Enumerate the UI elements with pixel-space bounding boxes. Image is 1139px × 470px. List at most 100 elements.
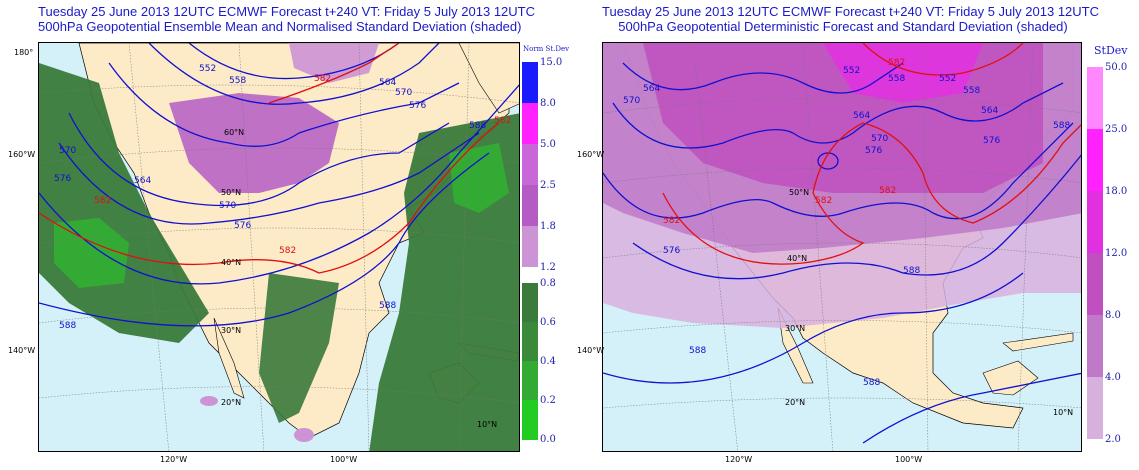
- left-lon-100w: 100°W: [330, 455, 358, 464]
- right-cb-swatch-4: [1087, 377, 1103, 439]
- left-shade-purple: [169, 93, 339, 193]
- left-shade-pacific-bright: [54, 218, 129, 288]
- left-lon-140w: 140°W: [8, 346, 36, 355]
- right-cb-label-18: 18.0: [1105, 186, 1128, 197]
- right-label-576: 576: [865, 146, 882, 156]
- left-shade-purple-north: [289, 43, 379, 83]
- left-label-582c: 582: [279, 246, 296, 256]
- right-lat-20: 20°N: [785, 398, 805, 407]
- right-contours-red: [662, 43, 1081, 265]
- right-label-576c: 576: [983, 136, 1000, 146]
- left-cb-swatch-8: [522, 103, 538, 144]
- right-cb-label-2: 2.0: [1105, 434, 1121, 445]
- left-title-line1: Tuesday 25 June 2013 12UTC ECMWF Forecas…: [38, 4, 535, 19]
- right-label-582d: 582: [879, 186, 896, 196]
- right-title-line1: Tuesday 25 June 2013 12UTC ECMWF Forecas…: [602, 4, 1099, 19]
- left-label-570: 570: [395, 88, 412, 98]
- right-cb-label-12: 12.0: [1105, 248, 1128, 259]
- right-land-yucatan: [982, 360, 1039, 396]
- left-label-552: 552: [199, 64, 216, 74]
- left-label-570b: 570: [59, 146, 76, 156]
- right-label-570b: 570: [623, 96, 640, 106]
- left-contours-blue: [39, 43, 519, 327]
- right-land-cuba: [1002, 332, 1074, 352]
- left-cb-label-15: 15.0: [540, 57, 563, 68]
- left-lat-30: 30°N: [221, 326, 241, 335]
- left-map: 552 558 564 570 576 588 570 564 570 576 …: [38, 42, 520, 452]
- left-contour-labels-blue: 552 558 564 570 576 588 570 564 570 576 …: [54, 64, 486, 331]
- right-panel-title: Tuesday 25 June 2013 12UTC ECMWF Forecas…: [602, 4, 1099, 34]
- left-lat-40: 40°N: [221, 258, 241, 267]
- right-cb-swatch-50: [1087, 67, 1103, 129]
- left-lat-60: 60°N: [224, 128, 244, 137]
- right-map-canvas: 552 558 564 570 576 588 570 564 552 558 …: [603, 43, 1081, 451]
- right-label-570: 570: [871, 134, 888, 144]
- left-label-558: 558: [229, 76, 246, 86]
- right-cb-label-8: 8.0: [1105, 310, 1121, 321]
- right-label-588b: 588: [903, 266, 920, 276]
- left-cb-label-0-0: 0.0: [540, 434, 556, 445]
- left-shade-purple-blob1: [200, 396, 218, 406]
- left-cb-label-2-5: 2.5: [540, 180, 556, 191]
- left-label-582b: 582: [94, 196, 111, 206]
- left-cb-label-5: 5.0: [540, 139, 556, 150]
- left-contours-red: [39, 43, 500, 274]
- left-cb-swatch-15: [522, 62, 538, 103]
- right-colorbar-title: StDev: [1094, 44, 1128, 57]
- left-lat-labels: 60°N 50°N 40°N 30°N 20°N 10°N: [221, 128, 497, 429]
- left-label-564: 564: [379, 78, 396, 88]
- left-label-588b: 588: [379, 301, 396, 311]
- right-lat-40: 40°N: [787, 254, 807, 263]
- left-cb-swatch-0-6: [522, 322, 538, 361]
- right-cb-label-4: 4.0: [1105, 372, 1121, 383]
- left-cb-label-1-8: 1.8: [540, 221, 556, 232]
- left-lat-50: 50°N: [221, 188, 241, 197]
- left-shade-south: [259, 273, 339, 423]
- right-lon-160w: 160°W: [577, 150, 605, 159]
- left-lat-10: 10°N: [477, 420, 497, 429]
- left-cb-swatch-0-4: [522, 361, 538, 400]
- left-panel-title: Tuesday 25 June 2013 12UTC ECMWF Forecas…: [38, 4, 535, 34]
- left-colorbar-title: Norm St.Dev: [523, 45, 570, 53]
- right-cb-swatch-8: [1087, 315, 1103, 377]
- right-lat-30: 30°N: [785, 324, 805, 333]
- right-title-line2: 500hPa Geopotential Deterministic Foreca…: [618, 19, 1068, 34]
- right-label-588c: 588: [1053, 121, 1070, 131]
- left-graticule: [39, 43, 519, 451]
- right-label-564: 564: [853, 111, 870, 121]
- right-label-582b: 582: [663, 216, 680, 226]
- right-contour-labels-red: 582 582 582 582: [663, 58, 905, 226]
- left-cb-label-0-8: 0.8: [540, 278, 556, 289]
- right-lon-140w: 140°W: [577, 346, 605, 355]
- left-label-564b: 564: [134, 176, 151, 186]
- left-label-570c: 570: [219, 201, 236, 211]
- left-label-582a: 582: [314, 74, 331, 84]
- right-lon-120w: 120°W: [725, 455, 753, 464]
- right-cb-swatch-25: [1087, 129, 1103, 191]
- left-cb-label-1-2: 1.2: [540, 262, 556, 273]
- right-lat-50: 50°N: [789, 188, 809, 197]
- left-title-line2: 500hPa Geopotential Ensemble Mean and No…: [38, 19, 522, 34]
- left-label-588c: 588: [59, 321, 76, 331]
- left-label-576: 576: [409, 101, 426, 111]
- right-label-564b: 564: [643, 84, 660, 94]
- left-cb-label-8: 8.0: [540, 98, 556, 109]
- left-map-canvas: 552 558 564 570 576 588 570 564 570 576 …: [39, 43, 519, 451]
- right-label-582a: 582: [888, 58, 905, 68]
- right-cb-label-25: 25.0: [1105, 124, 1128, 135]
- left-lon-180: 180°: [14, 48, 34, 57]
- left-label-576b: 576: [234, 221, 251, 231]
- left-shade-atlantic-bright: [449, 143, 509, 213]
- left-land-baja: [213, 317, 245, 399]
- left-cb-swatch-5: [522, 144, 538, 185]
- right-contour-labels-blue: 552 558 564 570 576 588 570 564 552 558 …: [623, 66, 1070, 388]
- right-label-582c: 582: [815, 196, 832, 206]
- right-lon-100w: 100°W: [895, 455, 923, 464]
- right-label-558b: 558: [963, 86, 980, 96]
- left-cb-label-0-6: 0.6: [540, 317, 556, 328]
- left-lat-20: 20°N: [221, 398, 241, 407]
- right-label-558: 558: [888, 74, 905, 84]
- left-contour-labels-red: 582 582 582 582: [94, 74, 511, 256]
- right-label-564c: 564: [981, 106, 998, 116]
- right-label-588d: 588: [863, 378, 880, 388]
